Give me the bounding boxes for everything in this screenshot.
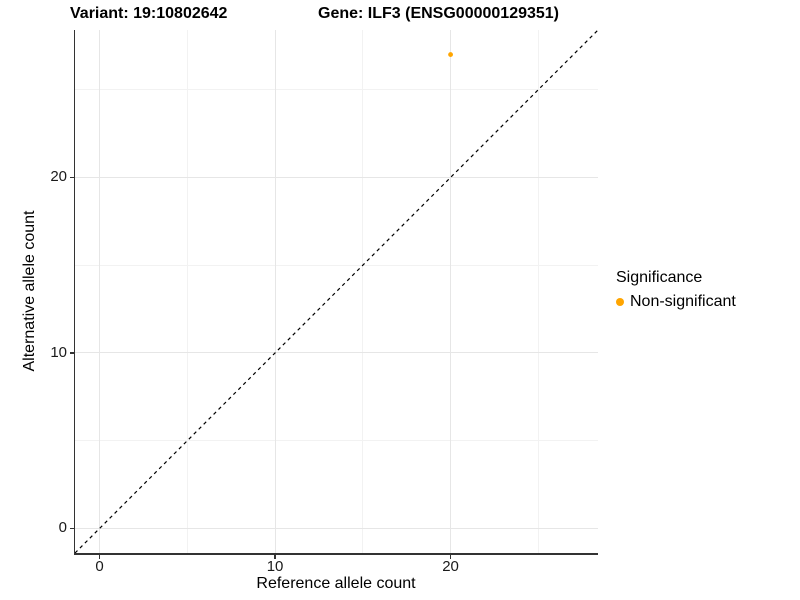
x-tick-mark bbox=[274, 554, 276, 559]
y-tick-mark bbox=[69, 352, 74, 354]
legend-item: Non-significant bbox=[616, 293, 736, 311]
gridline-y-major bbox=[75, 352, 598, 354]
plot-title-gene: Gene: ILF3 (ENSG00000129351) bbox=[318, 5, 560, 22]
gridline-y-minor bbox=[75, 440, 598, 442]
gridline-x-major bbox=[99, 30, 101, 553]
y-axis-title: Alternative allele count bbox=[21, 210, 38, 372]
plot-panel bbox=[74, 29, 599, 554]
x-axis-title: Reference allele count bbox=[256, 575, 416, 592]
x-tick-mark bbox=[449, 554, 452, 559]
y-tick-mark bbox=[69, 527, 74, 530]
x-tick-label: 10 bbox=[266, 558, 284, 575]
gridline-y-major bbox=[75, 527, 598, 529]
gridline-y-minor bbox=[75, 264, 598, 266]
gridline-x-minor bbox=[537, 30, 539, 553]
gridline-y-minor bbox=[75, 89, 598, 91]
x-axis-line bbox=[73, 553, 598, 555]
x-tick-label: 20 bbox=[442, 558, 459, 575]
identity-line bbox=[74, 29, 599, 554]
legend-item-label: Non-significant bbox=[630, 293, 736, 310]
legend-title: Significance bbox=[616, 269, 703, 286]
legend: Significance Non-significant bbox=[616, 269, 736, 311]
gridline-x-major bbox=[450, 30, 452, 553]
gridline-x-major bbox=[274, 30, 276, 553]
plot-overlay bbox=[74, 29, 599, 554]
plot-title-variant: Variant: 19:10802642 bbox=[70, 5, 228, 22]
y-axis-line bbox=[73, 30, 75, 555]
y-tick-label: 0 bbox=[58, 519, 67, 537]
gridline-x-minor bbox=[186, 30, 188, 553]
legend-key-dot-icon bbox=[616, 298, 624, 306]
x-tick-label: 0 bbox=[95, 558, 104, 575]
gridline-y-major bbox=[75, 176, 598, 178]
y-tick-mark bbox=[69, 176, 74, 179]
gridline-x-minor bbox=[362, 30, 364, 553]
x-tick-mark bbox=[98, 554, 101, 559]
y-tick-label: 20 bbox=[50, 168, 67, 186]
y-tick-label: 10 bbox=[50, 343, 67, 361]
data-point bbox=[448, 52, 453, 57]
